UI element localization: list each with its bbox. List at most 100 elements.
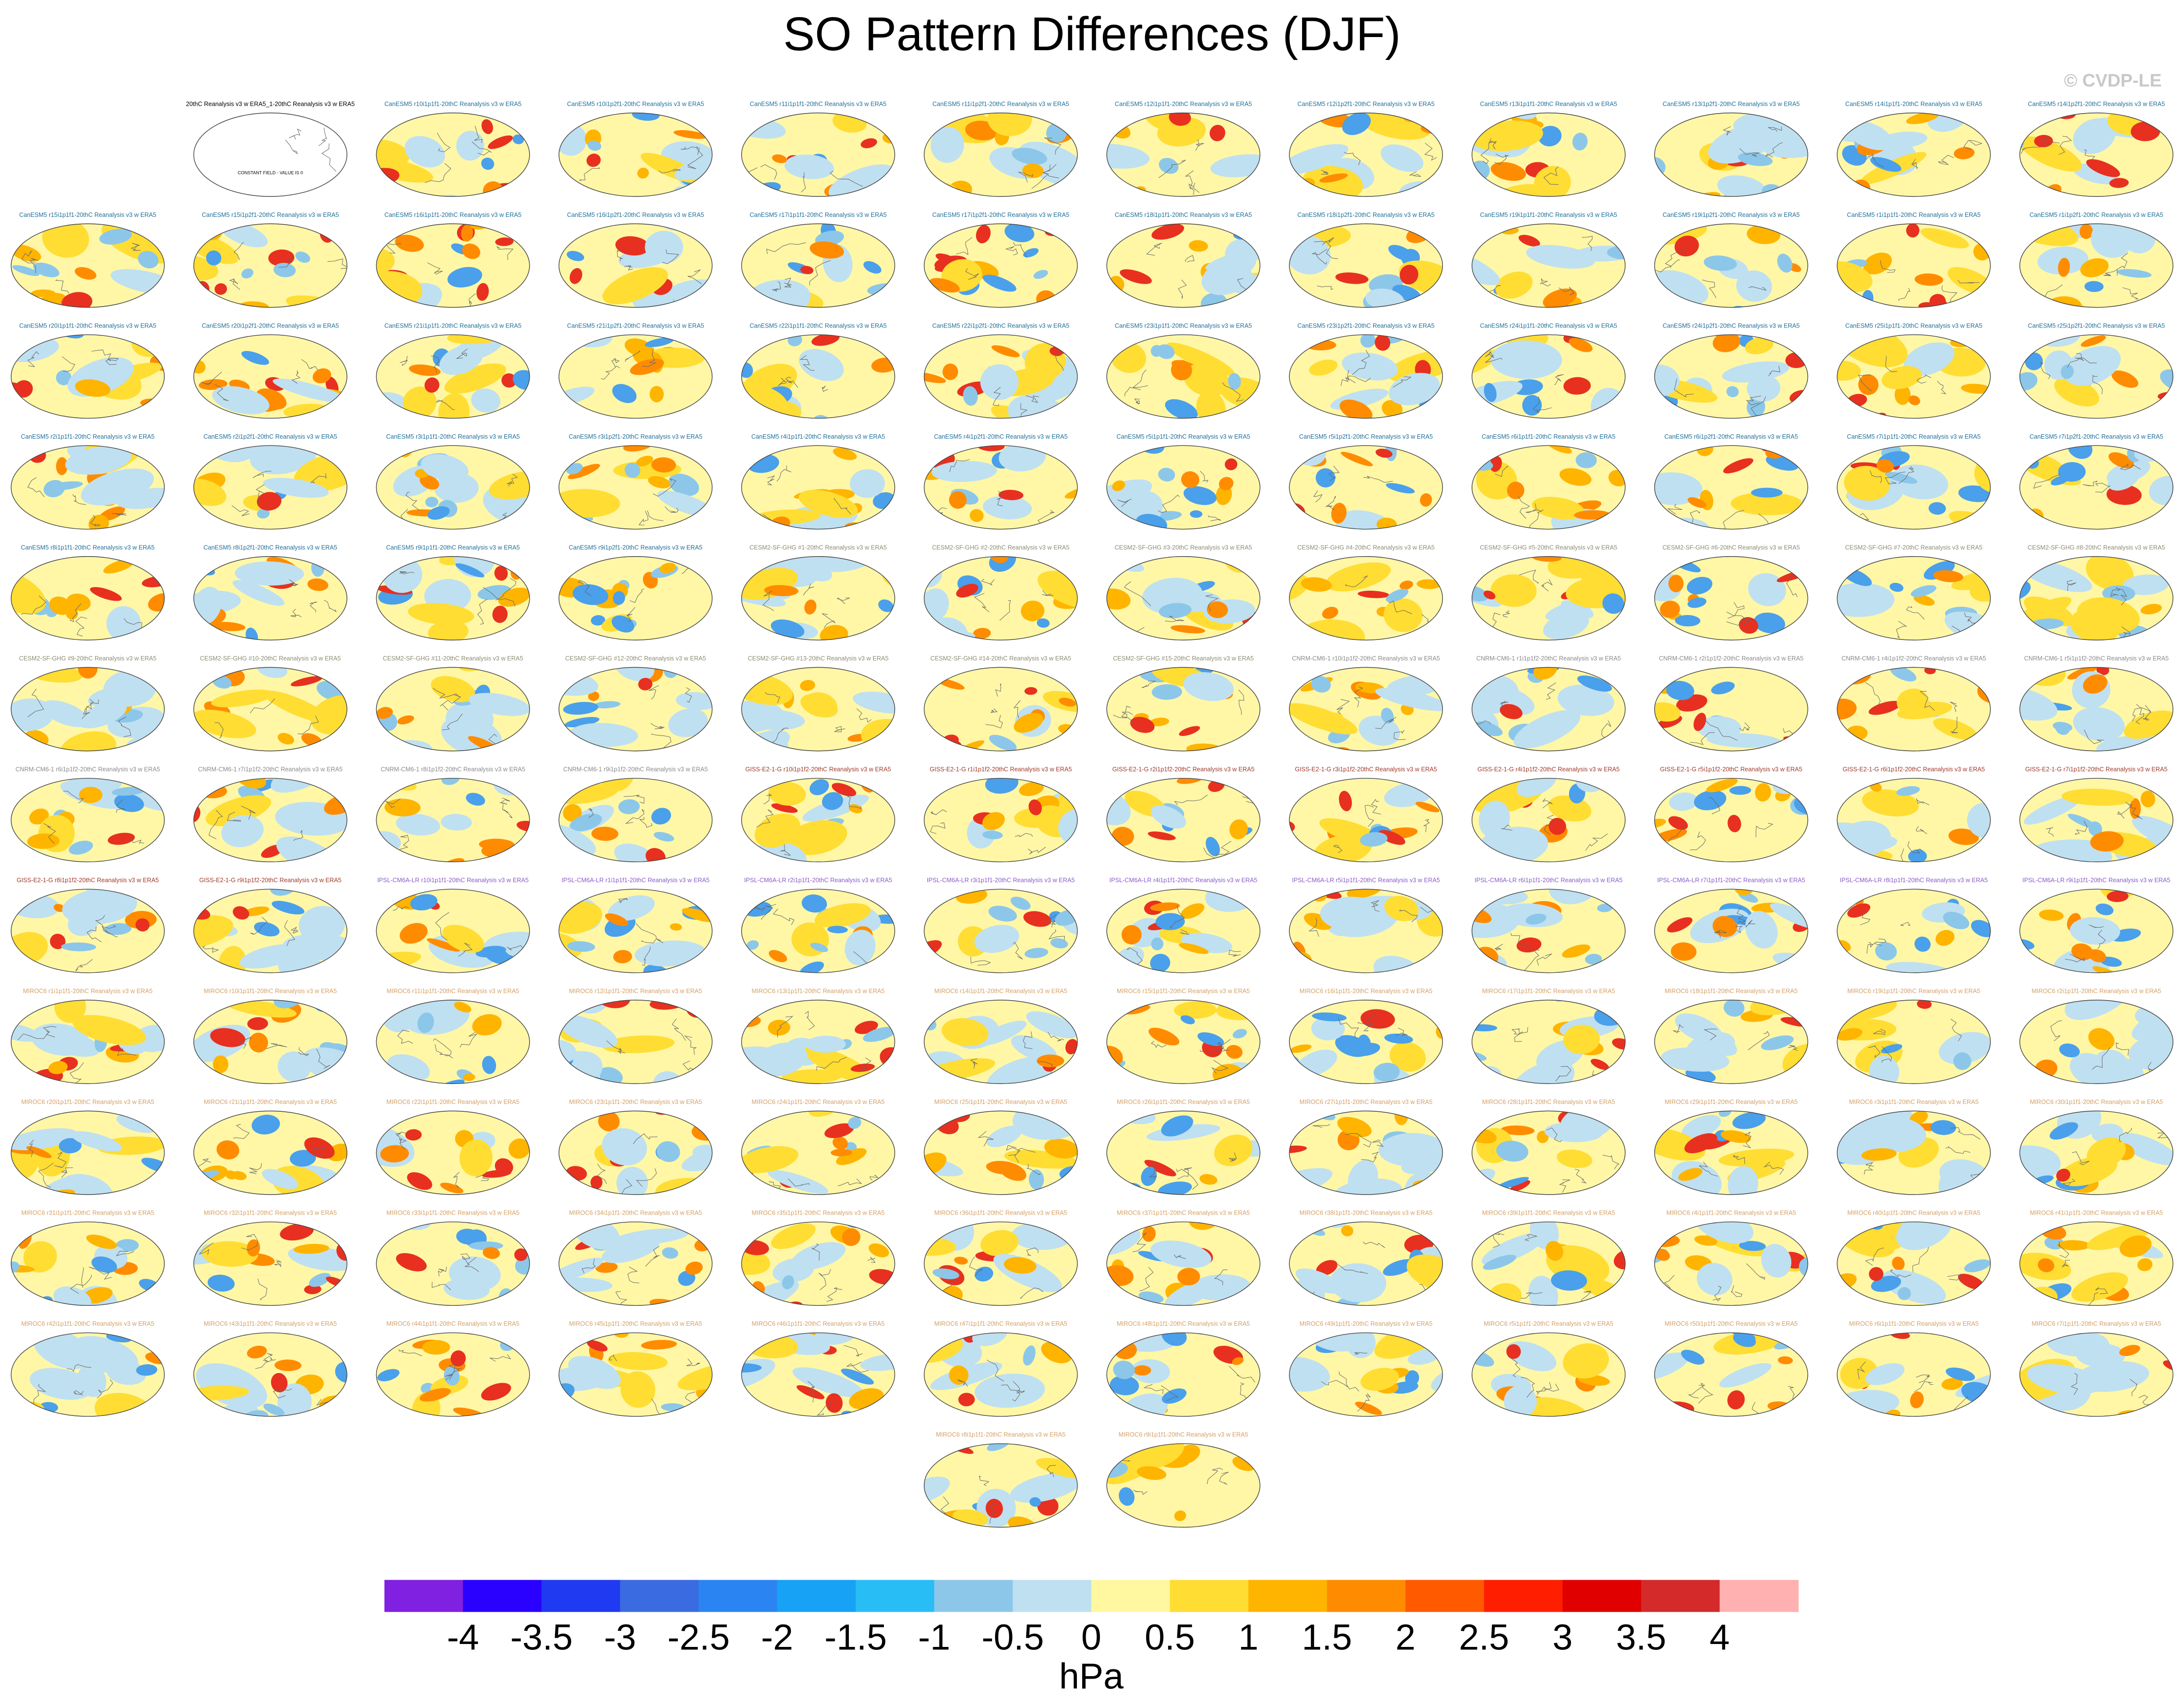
map-panel: MIROC6 r25i1p1f1-20thC Reanalysis v3 w E… — [923, 1099, 1078, 1195]
panel-title: CanESM5 r23i1p2f1-20thC Reanalysis v3 w … — [1298, 322, 1435, 329]
coastline — [289, 579, 337, 618]
coastline — [1492, 1233, 1591, 1306]
field-blob — [1289, 574, 1309, 602]
coastline — [1486, 235, 1593, 297]
map-panel: CanESM5 r21i1p1f1-20thC Reanalysis v3 w … — [376, 322, 530, 419]
field-blob — [268, 249, 295, 267]
field-blob — [211, 621, 246, 631]
panel-title: CESM2-SF-GHG #12-20thC Reanalysis v3 w E… — [565, 655, 706, 662]
field-blob — [1311, 1017, 1345, 1041]
field-blob — [1150, 953, 1170, 972]
panel-title: MIROC6 r3i1p1f1-20thC Reanalysis v3 w ER… — [1849, 1099, 1978, 1105]
coastline — [2033, 464, 2141, 493]
map-panel: MIROC6 r11i1p1f1-20thC Reanalysis v3 w E… — [376, 988, 530, 1084]
field-blob — [1682, 1115, 1721, 1140]
field-blob — [1563, 1025, 1600, 1054]
field-blob — [1862, 290, 1874, 307]
map-field — [741, 113, 895, 197]
map-border — [11, 223, 165, 308]
field-blob — [481, 157, 495, 170]
field-blob — [760, 667, 780, 675]
field-blob — [741, 294, 757, 303]
field-blob — [1052, 1111, 1077, 1123]
coastline — [648, 685, 692, 750]
panel-title: MIROC6 r40i1p1f1-20thC Reanalysis v3 w E… — [1847, 1210, 1980, 1217]
field-blob — [461, 224, 473, 242]
field-blob — [1726, 386, 1739, 397]
map-panel: CanESM5 r7i1p1f1-20thC Reanalysis v3 w E… — [1837, 433, 1991, 530]
coastline — [70, 1251, 134, 1294]
field-blob — [49, 596, 72, 615]
field-blob — [1420, 493, 1432, 507]
field-blob — [304, 1284, 322, 1295]
field-blob — [673, 130, 708, 139]
color-box — [1484, 1580, 1563, 1612]
field-blob — [202, 1241, 258, 1267]
map-panel: CanESM5 r8i1p2f1-20thC Reanalysis v3 w E… — [193, 544, 347, 640]
field-blob — [1183, 672, 1234, 701]
field-blob — [1482, 1194, 1503, 1206]
field-blob — [2109, 178, 2129, 188]
field-blob — [335, 1075, 347, 1084]
panel-title: CanESM5 r16i1p1f1-20thC Reanalysis v3 w … — [384, 212, 521, 218]
field-blob — [2095, 903, 2114, 915]
field-blob — [828, 164, 894, 197]
field-blob — [12, 265, 39, 276]
field-blob — [814, 903, 871, 928]
map-field — [376, 1221, 530, 1306]
map-panel: MIROC6 r16i1p1f1-20thC Reanalysis v3 w E… — [1289, 988, 1443, 1084]
field-blob — [970, 509, 984, 522]
map-background — [1654, 1221, 1808, 1306]
coastline — [970, 1031, 1064, 1084]
field-blob — [210, 1028, 246, 1047]
map-border — [1289, 334, 1443, 419]
panel-title: CanESM5 r3i1p2f1-20thC Reanalysis v3 w E… — [569, 433, 702, 440]
field-blob — [1325, 562, 1391, 592]
colorbar-label: hPa — [1059, 1656, 1124, 1696]
map-field — [2019, 1111, 2173, 1195]
map-field — [1837, 778, 1991, 862]
field-blob — [668, 708, 708, 737]
field-blob — [79, 787, 103, 803]
field-blob — [1693, 713, 1706, 731]
panel-title: CESM2-SF-GHG #2-20thC Reanalysis v3 w ER… — [932, 544, 1070, 551]
field-blob — [1352, 1043, 1380, 1057]
field-blob — [685, 1261, 703, 1275]
field-blob — [825, 1393, 843, 1413]
field-blob — [1915, 273, 1943, 286]
panel-title: GISS-E2-1-G r5i1p1f2-20thC Reanalysis v3… — [1660, 766, 1802, 773]
field-blob — [799, 490, 858, 518]
field-blob — [1660, 600, 1680, 618]
field-blob — [1516, 937, 1542, 953]
field-blob — [566, 251, 584, 261]
map-field — [193, 1221, 347, 1306]
field-blob — [1528, 1276, 1558, 1306]
field-blob — [768, 781, 806, 806]
map-panel: MIROC6 r43i1p1f1-20thC Reanalysis v3 w E… — [193, 1320, 347, 1417]
field-blob — [796, 1385, 824, 1399]
color-box — [1013, 1580, 1092, 1612]
map-field — [1837, 224, 1991, 308]
color-box — [1720, 1580, 1799, 1612]
field-blob — [11, 698, 54, 731]
field-blob — [1295, 1268, 1342, 1294]
map-border — [558, 1332, 713, 1417]
field-blob — [1412, 409, 1433, 419]
field-blob — [1201, 292, 1227, 308]
coastline — [1174, 794, 1260, 862]
map-panel: IPSL-CM6A-LR r8i1p1f1-20thC Reanalysis v… — [1837, 877, 1991, 973]
field-blob — [444, 363, 506, 394]
field-blob — [1971, 920, 1991, 937]
map-border — [741, 1000, 895, 1084]
panel-title: CanESM5 r1i1p1f1-20thC Reanalysis v3 w E… — [1847, 212, 1980, 218]
field-blob — [508, 1076, 522, 1084]
field-blob — [450, 1350, 466, 1367]
color-box — [463, 1580, 542, 1612]
field-blob — [277, 733, 294, 745]
field-blob — [1149, 717, 1169, 726]
field-blob — [563, 702, 598, 715]
field-blob — [218, 946, 247, 973]
panel-title: CESM2-SF-GHG #13-20thC Reanalysis v3 w E… — [748, 655, 889, 662]
field-blob — [1896, 786, 1920, 796]
map-border — [1654, 1221, 1808, 1306]
